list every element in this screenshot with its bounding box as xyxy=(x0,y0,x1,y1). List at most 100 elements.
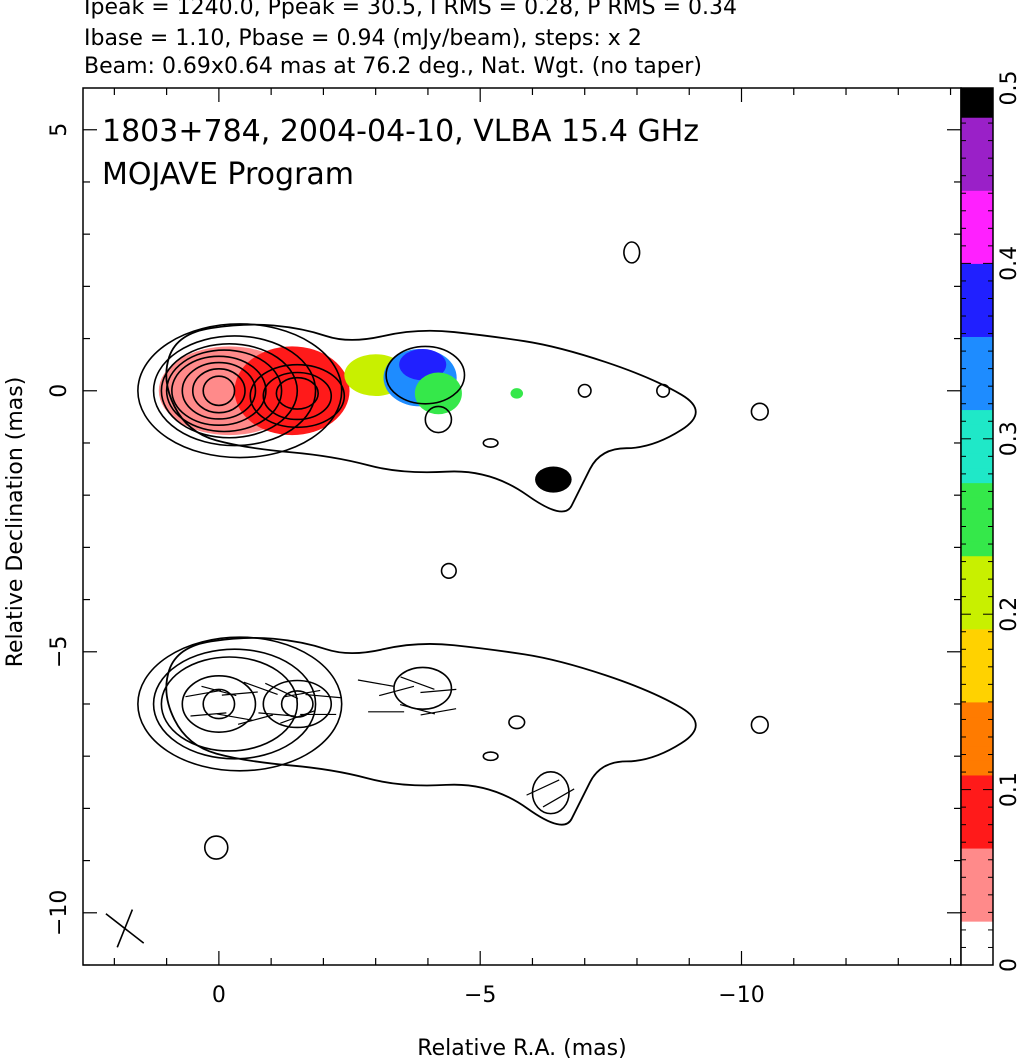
colorbar-cell xyxy=(961,497,993,513)
evpa-stick xyxy=(305,693,342,699)
colorbar-cell xyxy=(961,424,993,440)
contour-ellipse xyxy=(656,383,671,398)
contour-ellipse xyxy=(262,371,333,421)
plot-frame xyxy=(82,87,962,966)
contour-ellipse xyxy=(750,402,769,421)
polarization-patch xyxy=(535,466,572,493)
contour-ellipse xyxy=(385,345,466,405)
colorbar-cell xyxy=(961,862,993,878)
evpa-stick xyxy=(258,712,295,717)
evpa-stick xyxy=(221,691,258,696)
colorbar-cell xyxy=(961,278,993,294)
colorbar-cell xyxy=(961,848,993,864)
colorbar-cell xyxy=(961,935,993,951)
contour-ellipse xyxy=(181,361,257,420)
contour-ellipse xyxy=(424,405,453,434)
contour-ellipse xyxy=(152,648,317,760)
y-tick-label: 0 xyxy=(47,384,72,398)
axis-tick-labels: 0 −5 −10 5 0 −5 −10 xyxy=(47,123,765,1008)
polarization-patch xyxy=(510,388,524,399)
contour-ellipse xyxy=(577,383,592,398)
colorbar-cell xyxy=(961,482,993,498)
evpa-stick xyxy=(420,688,457,694)
colorbar-cell xyxy=(961,190,993,206)
colorbar-cell xyxy=(961,438,993,454)
contour-ellipse xyxy=(275,376,319,410)
colorbar-cell xyxy=(961,394,993,411)
colorbar-cell xyxy=(961,453,993,469)
evpa-stick xyxy=(216,713,253,721)
colorbar-cell xyxy=(961,175,993,191)
stokes-i-contours xyxy=(137,241,769,860)
contour-ellipse xyxy=(508,715,526,730)
colorbar-cell xyxy=(961,511,993,527)
contour-ellipse xyxy=(202,688,236,720)
colorbar-cell xyxy=(961,541,993,557)
contour-ellipse xyxy=(482,438,499,448)
colorbar-cell xyxy=(961,584,993,601)
colorbar-cell xyxy=(961,219,993,235)
evpa-stick xyxy=(280,710,315,724)
colorbar-cell xyxy=(961,555,993,571)
colorbar-cell xyxy=(961,891,993,908)
polarization-patch xyxy=(278,380,337,428)
evpa-stick xyxy=(284,689,321,698)
y-tick-label: 5 xyxy=(47,123,72,137)
colorbar-tick-label: 0.5 xyxy=(997,71,1022,106)
colorbar-tick-label: 0 xyxy=(997,958,1022,972)
colorbar-cell xyxy=(961,307,993,323)
colorbar-cell xyxy=(961,628,993,644)
colorbar-cell xyxy=(961,745,993,761)
colorbar-tick-label: 0.3 xyxy=(997,421,1022,456)
evpa-stick xyxy=(243,681,278,696)
contour-ellipse xyxy=(440,562,457,579)
contour-ellipse xyxy=(203,835,229,860)
contour-ellipse xyxy=(160,342,299,439)
colorbar-tick-label: 0.2 xyxy=(997,597,1022,632)
evpa-stick xyxy=(190,712,227,717)
contour-ellipse xyxy=(137,323,343,459)
colorbar-cell xyxy=(961,672,993,688)
colorbar-cell xyxy=(961,774,993,791)
contour-ellipse xyxy=(181,674,257,733)
colorbar-cell xyxy=(961,570,993,586)
annotation-line-2: MOJAVE Program xyxy=(102,157,354,192)
header-line-1: Ipeak = 1240.0, Ppeak = 30.5, I RMS = 0.… xyxy=(84,0,737,20)
colorbar-cell xyxy=(961,833,993,849)
contour-ellipse xyxy=(137,636,343,772)
axis-ticks xyxy=(83,88,961,966)
evpa-stick xyxy=(526,779,560,796)
outer-contour-path xyxy=(165,323,697,513)
colorbar-cell xyxy=(961,365,993,381)
colorbar-cell xyxy=(961,292,993,308)
contour-ellipse xyxy=(262,679,333,729)
colorbar-cell xyxy=(961,789,993,805)
colorbar-cell xyxy=(961,731,993,747)
colorbar-cell xyxy=(961,716,993,732)
colorbar-cell xyxy=(961,950,993,966)
contour-ellipse xyxy=(171,355,267,427)
evpa-stick xyxy=(400,676,435,690)
colorbar-cell xyxy=(961,146,993,162)
evpa-stick xyxy=(420,708,457,716)
colorbar-tick-label: 0.1 xyxy=(997,772,1022,807)
evpa-stick xyxy=(379,685,415,697)
contour-ellipse xyxy=(165,349,283,433)
colorbar-cell xyxy=(961,760,993,776)
colorbar-cell xyxy=(961,131,993,147)
header-line-2: Ibase = 1.10, Pbase = 0.94 (mJy/beam), s… xyxy=(84,26,642,51)
outer-contour-path xyxy=(165,636,697,826)
colorbar-cell xyxy=(961,599,993,615)
evpa-stick xyxy=(357,679,394,687)
colorbar-cell xyxy=(961,409,993,425)
colorbar-cell xyxy=(961,921,993,937)
colorbar-cell xyxy=(961,643,993,659)
y-axis-title: Relative Declination (mas) xyxy=(3,377,28,668)
colorbar-cell xyxy=(961,818,993,834)
contour-ellipse xyxy=(750,715,769,735)
evpa-stick xyxy=(542,788,575,808)
colorbar-cell xyxy=(961,658,993,674)
colorbar-cell xyxy=(961,336,993,352)
contour-ellipse xyxy=(623,241,641,264)
